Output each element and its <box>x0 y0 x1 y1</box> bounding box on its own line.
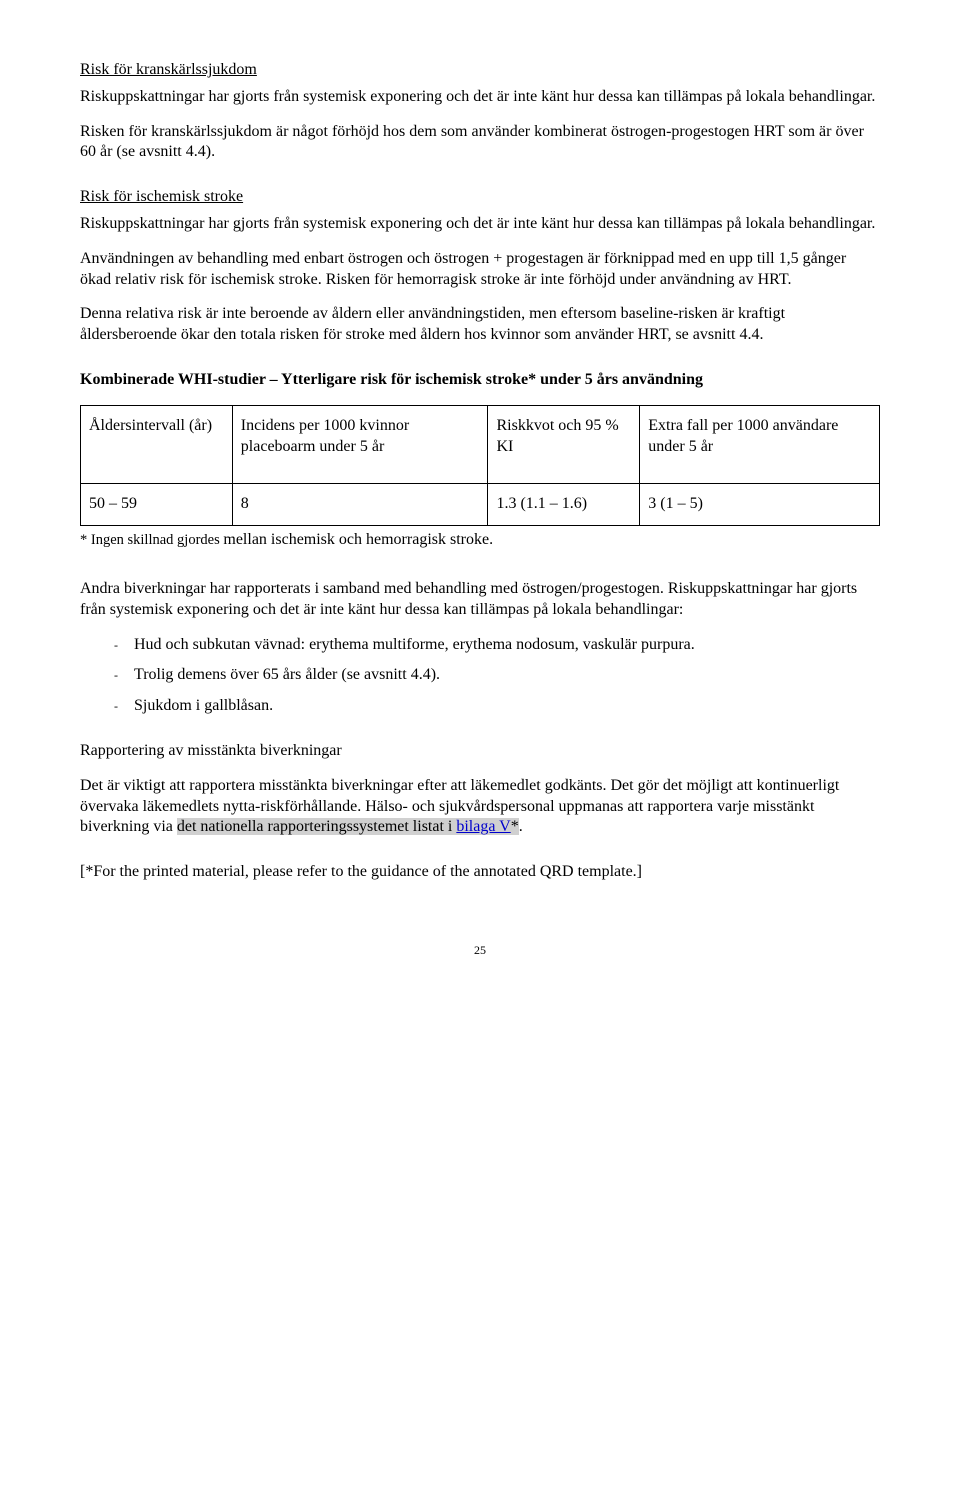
section2-title: Risk för ischemisk stroke <box>80 187 880 208</box>
table-col-3: Extra fall per 1000 användare under 5 år <box>640 405 880 484</box>
list-item: Sjukdom i gallblåsan. <box>114 696 880 717</box>
footnote-mixed: mellan ischemisk och hemorragisk stroke. <box>223 531 493 548</box>
whi-table: Åldersintervall (år) Incidens per 1000 k… <box>80 405 880 526</box>
list-item: Hud och subkutan vävnad: erythema multif… <box>114 635 880 656</box>
section5-note: [*For the printed material, please refer… <box>80 862 880 883</box>
table-row: 50 – 59 8 1.3 (1.1 – 1.6) 3 (1 – 5) <box>81 484 880 526</box>
section1-p2: Risken för kranskärlssjukdom är något fö… <box>80 122 880 164</box>
appendix-link[interactable]: bilaga V <box>456 818 510 835</box>
section4-title: Rapportering av misstänkta biverkningar <box>80 741 880 762</box>
table-col-0: Åldersintervall (år) <box>81 405 233 484</box>
section2-p2: Användningen av behandling med enbart ös… <box>80 249 880 291</box>
table-title: Kombinerade WHI-studier – Ytterligare ri… <box>80 370 880 391</box>
section3-p1: Andra biverkningar har rapporterats i sa… <box>80 579 880 621</box>
section2-p1: Riskuppskattningar har gjorts från syste… <box>80 214 880 235</box>
footnote-prefix: * Ingen skillnad gjordes <box>80 532 223 548</box>
section4-hl-star: * <box>511 818 519 835</box>
table-footnote: * Ingen skillnad gjordes mellan ischemis… <box>80 530 880 551</box>
section4-hl-text: det nationella rapporteringssystemet lis… <box>177 818 456 835</box>
section1-title: Risk för kranskärlssjukdom <box>80 60 880 81</box>
section3-list: Hud och subkutan vävnad: erythema multif… <box>80 635 880 717</box>
section2-p3: Denna relativa risk är inte beroende av … <box>80 304 880 346</box>
table-cell-1: 8 <box>232 484 488 526</box>
table-cell-3: 3 (1 – 5) <box>640 484 880 526</box>
section4-p1: Det är viktigt att rapportera misstänkta… <box>80 776 880 838</box>
section1-p1: Riskuppskattningar har gjorts från syste… <box>80 87 880 108</box>
section4-highlight: det nationella rapporteringssystemet lis… <box>177 818 519 835</box>
table-header-row: Åldersintervall (år) Incidens per 1000 k… <box>81 405 880 484</box>
table-col-2: Riskkvot och 95 % KI <box>488 405 640 484</box>
page-number: 25 <box>80 943 880 959</box>
section4-p1-end: . <box>519 818 523 835</box>
table-cell-2: 1.3 (1.1 – 1.6) <box>488 484 640 526</box>
list-item: Trolig demens över 65 års ålder (se avsn… <box>114 665 880 686</box>
table-col-1: Incidens per 1000 kvinnor placeboarm und… <box>232 405 488 484</box>
table-cell-0: 50 – 59 <box>81 484 233 526</box>
